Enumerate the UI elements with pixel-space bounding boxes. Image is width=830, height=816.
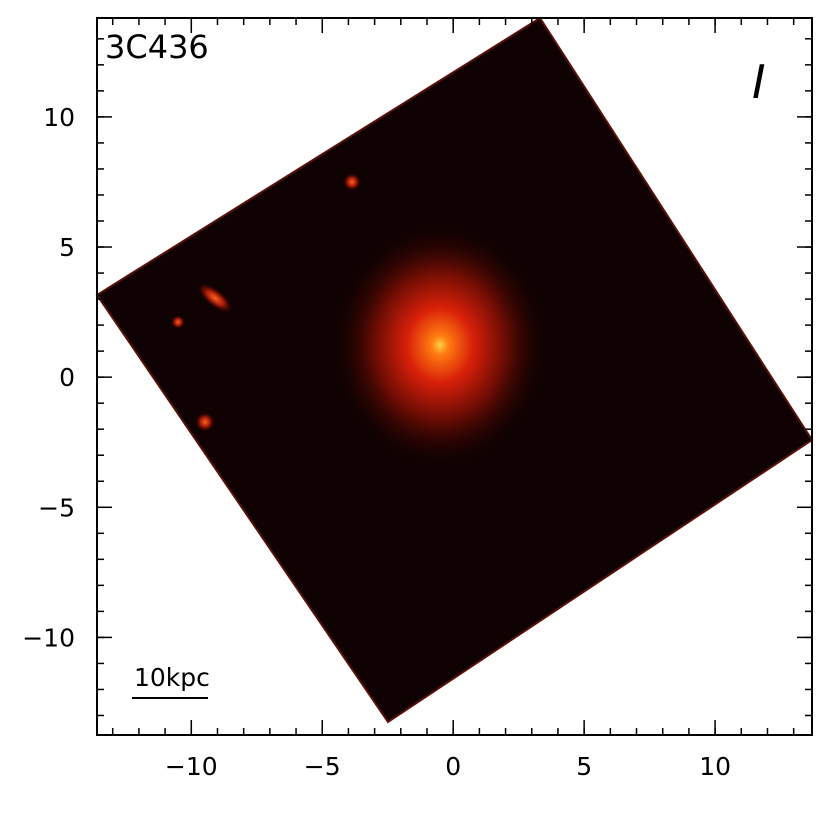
image <box>95 16 814 724</box>
galaxy <box>195 412 215 432</box>
y-tick-label: −5 <box>38 493 75 522</box>
annotation: I <box>752 55 766 109</box>
x-tick-label: −10 <box>165 752 218 781</box>
chart-title: 3C436 <box>105 28 209 66</box>
y-tick-label: 5 <box>59 233 75 262</box>
galaxy <box>171 315 185 329</box>
y-tick-label: 0 <box>59 363 75 392</box>
galaxy <box>343 173 361 191</box>
x-tick-label: 10 <box>699 752 731 781</box>
scale-bar-label: 10kpc <box>134 663 210 692</box>
galaxy <box>330 220 550 470</box>
x-tick-label: 5 <box>576 752 592 781</box>
x-tick-label: −5 <box>304 752 341 781</box>
galaxy <box>196 282 234 314</box>
y-tick-label: −10 <box>22 623 75 652</box>
y-tick-label: 10 <box>43 103 75 132</box>
x-tick-label: 0 <box>445 752 461 781</box>
